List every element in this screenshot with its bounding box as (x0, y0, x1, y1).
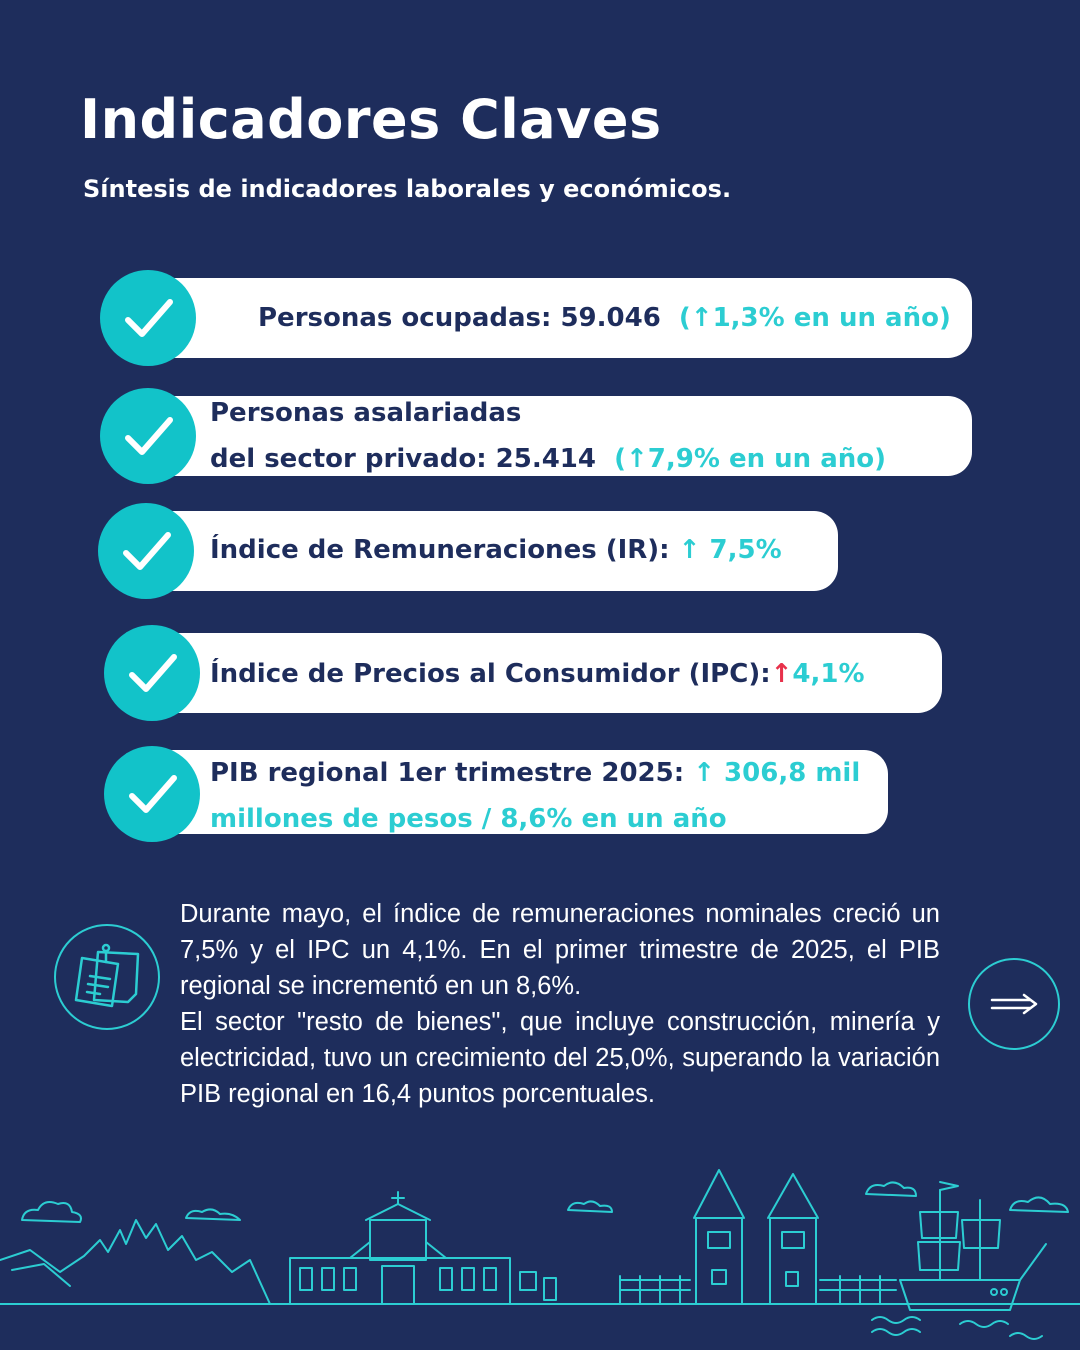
sticky-note-icon (54, 924, 160, 1030)
up-arrow-icon: ↑ (770, 659, 793, 689)
check-icon (100, 270, 196, 366)
summary-text: Durante mayo, el índice de remuneracione… (180, 896, 940, 1112)
page-title: Indicadores Claves (80, 88, 662, 151)
up-arrow-icon: ↑ (693, 758, 715, 788)
indicator-card-employed: Personas ocupadas: 59.046 (↑1,3% en un a… (148, 278, 972, 358)
indicator-card-ipc: Índice de Precios al Consumidor (IPC):↑4… (150, 633, 942, 713)
check-icon (104, 625, 200, 721)
check-icon (98, 503, 194, 599)
indicator-label: Índice de Precios al Consumidor (IPC): (210, 659, 771, 689)
indicator-label-line1: Personas asalariadas (210, 398, 522, 428)
indicator-change: 4,1% (792, 659, 865, 689)
up-arrow-icon: ↑ (626, 444, 648, 474)
indicator-change-line1: 306,8 mil (724, 758, 861, 788)
indicator-change: 1,3% en un año) (712, 303, 951, 333)
city-skyline-illustration (0, 1169, 1080, 1340)
indicator-card-pib: PIB regional 1er trimestre 2025: ↑ 306,8… (150, 750, 888, 834)
up-arrow-icon: ↑ (678, 535, 701, 565)
arrow-right-icon (990, 993, 1038, 1015)
indicator-card-private-employees: Personas asalariadas del sector privado:… (148, 396, 972, 476)
next-button[interactable] (968, 958, 1060, 1050)
up-arrow-icon: ↑ (690, 303, 713, 333)
indicator-change: 7,5% (709, 535, 782, 565)
indicator-label: Personas ocupadas: 59.046 (258, 303, 661, 333)
indicator-card-ir: Índice de Remuneraciones (IR): ↑ 7,5% (148, 511, 838, 591)
check-icon (104, 746, 200, 842)
indicator-label: Índice de Remuneraciones (IR): (210, 535, 670, 565)
indicator-change: 7,9% en un año) (647, 444, 887, 474)
check-icon (100, 388, 196, 484)
indicator-label: PIB regional 1er trimestre 2025: (210, 758, 685, 788)
page-subtitle: Síntesis de indicadores laborales y econ… (83, 175, 732, 203)
indicator-paren: ( (614, 444, 626, 474)
indicator-paren: ( (678, 303, 691, 333)
indicator-label-line2: del sector privado: 25.414 (210, 444, 596, 474)
summary-paragraph-1: Durante mayo, el índice de remuneracione… (180, 900, 940, 1000)
indicator-change-line2: millones de pesos / 8,6% en un año (210, 804, 727, 834)
summary-paragraph-2: El sector "resto de bienes", que incluye… (180, 1008, 940, 1108)
